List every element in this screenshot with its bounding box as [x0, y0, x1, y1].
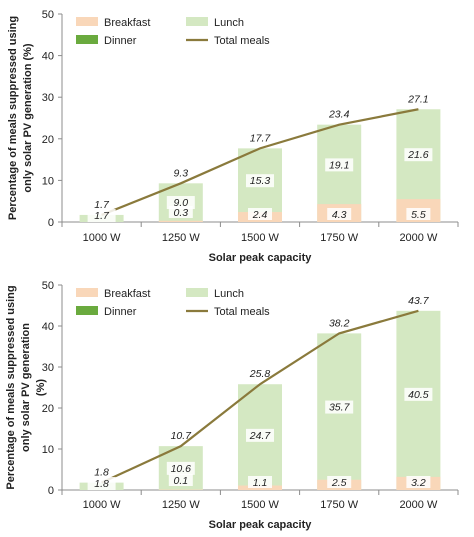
data-label-box [87, 477, 116, 490]
data-label-box [327, 476, 352, 488]
data-label-lunch: 19.1 [329, 159, 349, 171]
chart-panel-2: 0 10 20 30 40 50 1000 W 1250 W 1500 W 1750 W 2000 … [5, 280, 459, 531]
legend-label-total: Total meals [214, 306, 270, 318]
x-tick-label: 1250 W [162, 499, 201, 511]
data-label-box [246, 174, 274, 188]
data-label-breakfast: 0.3 [173, 207, 188, 219]
data-label-lunch: 1.7 [94, 210, 110, 222]
data-label-total: 25.8 [249, 368, 271, 380]
total-meals-line [101, 309, 419, 484]
y-tick-label: 50 [42, 280, 54, 292]
y-tick-label: 30 [42, 92, 54, 104]
data-label-lunch: 40.5 [408, 389, 429, 401]
data-label-box [248, 208, 272, 220]
y-axis-title: only solar PV generation (%) [22, 43, 34, 192]
chart-panel-1: 0 10 20 30 40 50 1000 W 1250 W 1500 W 1750 W 2000 … [7, 9, 459, 264]
legend: Breakfast Lunch Dinner Total meals [76, 17, 270, 47]
data-label-lunch: 35.7 [329, 402, 351, 414]
legend-swatch-dinner [76, 306, 98, 315]
data-label-box [168, 474, 193, 486]
bar-breakfast [158, 220, 203, 222]
y-tick-label: 40 [42, 321, 54, 333]
x-tick-label: 1750 W [320, 499, 359, 511]
legend: Breakfast Lunch Dinner Total meals [76, 288, 270, 318]
x-axis-title: Solar peak capacity [209, 252, 313, 264]
legend-swatch-breakfast [76, 17, 98, 26]
legend-label-breakfast: Breakfast [104, 17, 150, 29]
data-label-total: 23.4 [328, 109, 350, 121]
data-label-box [87, 209, 116, 222]
data-label-total: 43.7 [408, 295, 430, 307]
data-label-breakfast: 4.3 [332, 209, 347, 221]
y-axis-title: Percentage of meals suppressed using [7, 16, 19, 220]
data-label-breakfast: 2.5 [331, 477, 347, 489]
legend-swatch-lunch [186, 288, 208, 297]
data-label-breakfast: 0.1 [173, 475, 188, 487]
data-label-total: 1.7 [94, 199, 110, 211]
data-label-box [166, 461, 195, 475]
data-label-box [404, 387, 433, 401]
data-label-total: 10.7 [171, 430, 193, 442]
data-label-lunch: 10.6 [171, 463, 192, 475]
y-tick-label: 10 [42, 175, 54, 187]
data-label-lunch: 21.6 [407, 149, 429, 161]
data-label-lunch: 15.3 [250, 175, 271, 187]
y-tick-label: 20 [42, 134, 54, 146]
y-tick-label: 0 [48, 217, 54, 229]
legend-label-lunch: Lunch [214, 17, 244, 29]
legend-label-dinner: Dinner [104, 35, 137, 47]
x-tick-label: 1250 W [162, 232, 201, 244]
data-label-box [404, 148, 433, 162]
x-tick-label: 1500 W [241, 232, 280, 244]
y-tick-label: 0 [48, 485, 54, 497]
data-label-breakfast: 1.1 [253, 477, 268, 489]
y-tick-label: 40 [42, 51, 54, 63]
data-label-lunch: 24.7 [249, 430, 272, 442]
data-label-box [327, 208, 352, 220]
legend-label-breakfast: Breakfast [104, 288, 150, 300]
legend-swatch-dinner [76, 35, 98, 44]
data-label-box [406, 208, 431, 220]
y-tick-label: 20 [42, 403, 54, 415]
x-tick-label: 2000 W [399, 499, 438, 511]
y-tick-label: 10 [42, 444, 54, 456]
legend-swatch-breakfast [76, 288, 98, 297]
data-label-box [166, 196, 195, 210]
data-label-breakfast: 3.2 [411, 477, 426, 489]
data-label-total: 1.8 [94, 467, 109, 479]
x-tick-label: 1500 W [241, 499, 280, 511]
data-label-total: 27.1 [407, 93, 428, 105]
legend-label-lunch: Lunch [214, 288, 244, 300]
data-label-box [325, 400, 354, 414]
data-label-breakfast: 5.5 [411, 209, 426, 221]
data-label-total: 38.2 [329, 317, 350, 329]
x-tick-label: 1000 W [83, 499, 122, 511]
y-tick-label: 30 [42, 362, 54, 374]
x-tick-label: 2000 W [399, 232, 438, 244]
data-label-box [248, 476, 272, 488]
y-tick-label: 50 [42, 9, 54, 21]
data-label-total: 17.7 [250, 132, 272, 144]
y-axis-title: Percentage of meals suppressed using [5, 285, 17, 489]
y-axis-title: only solar PV generation [20, 323, 32, 452]
data-label-total: 9.3 [173, 167, 188, 179]
x-tick-label: 1000 W [83, 232, 122, 244]
x-tick-label: 1750 W [320, 232, 359, 244]
data-label-lunch: 1.8 [94, 478, 109, 490]
data-label-box [325, 158, 354, 172]
legend-swatch-lunch [186, 17, 208, 26]
total-meals-line [101, 108, 419, 216]
y-axis-title: (%) [35, 379, 47, 396]
legend-label-dinner: Dinner [104, 306, 137, 318]
data-label-box [168, 206, 193, 218]
legend-label-total: Total meals [214, 35, 270, 47]
data-label-box [246, 428, 274, 442]
data-label-box [406, 476, 431, 488]
data-label-breakfast: 2.4 [252, 209, 268, 221]
x-axis-title: Solar peak capacity [209, 519, 313, 531]
